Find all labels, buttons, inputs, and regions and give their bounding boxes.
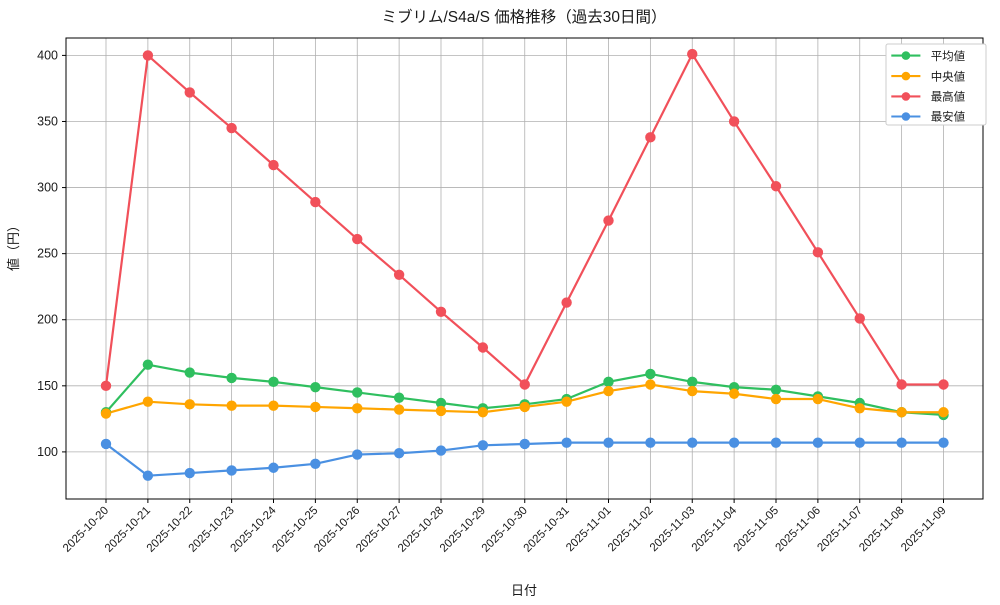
svg-text:最安値: 最安値 xyxy=(931,110,966,124)
svg-text:250: 250 xyxy=(37,247,58,261)
svg-text:中央値: 中央値 xyxy=(931,70,966,83)
svg-text:350: 350 xyxy=(37,114,58,128)
svg-text:値（円）: 値（円） xyxy=(6,219,21,271)
svg-text:300: 300 xyxy=(37,181,58,195)
svg-text:100: 100 xyxy=(37,445,58,459)
svg-text:ミブリム/S4a/S 価格推移（過去30日間）: ミブリム/S4a/S 価格推移（過去30日間） xyxy=(381,7,666,26)
svg-text:最高値: 最高値 xyxy=(931,90,966,104)
svg-text:日付: 日付 xyxy=(511,583,537,598)
svg-text:200: 200 xyxy=(37,313,58,327)
svg-text:平均値: 平均値 xyxy=(931,50,966,63)
svg-text:150: 150 xyxy=(37,379,58,393)
svg-text:400: 400 xyxy=(37,48,58,62)
